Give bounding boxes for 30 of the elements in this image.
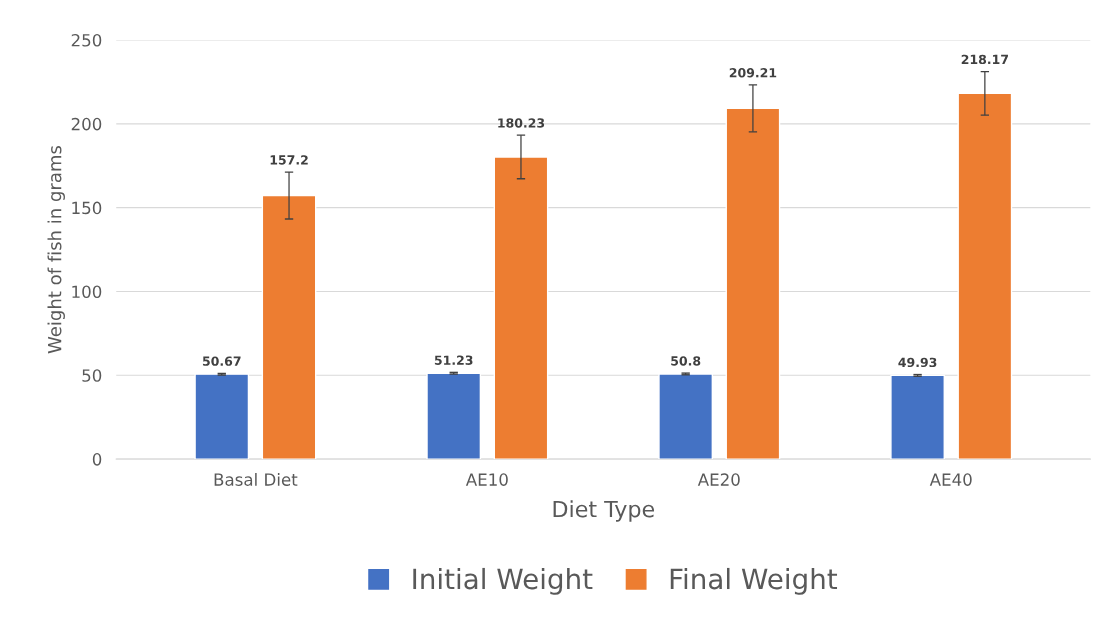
legend-label: Final Weight (670, 567, 838, 595)
bar (493, 156, 549, 460)
y-axis-title: Weight of fish in grams (47, 145, 65, 354)
y-tick-label: 50 (82, 369, 102, 382)
data-label: 209.21 (729, 68, 777, 78)
bar (426, 372, 482, 460)
data-label: 51.23 (434, 355, 473, 365)
x-tick-label: AE20 (697, 473, 740, 486)
bar (194, 373, 250, 460)
bar (890, 374, 945, 460)
data-label: 157.2 (270, 155, 308, 165)
data-label: 180.23 (498, 118, 545, 128)
y-tick-label: 150 (72, 201, 102, 215)
bar (725, 107, 781, 460)
data-label: 50.8 (671, 356, 701, 366)
bar (658, 373, 714, 460)
y-tick-label: 200 (71, 117, 102, 131)
data-label: 50.67 (202, 356, 241, 366)
bar (261, 194, 317, 460)
x-tick-label: AE40 (929, 473, 972, 486)
y-tick-label: 250 (71, 33, 102, 47)
legend-label: Initial Weight (413, 567, 593, 595)
bar (957, 92, 1013, 460)
x-tick-label: AE10 (465, 473, 508, 486)
x-tick-label: Basal Diet (214, 472, 298, 486)
data-label: 218.17 (961, 54, 1008, 65)
data-label: 49.93 (898, 357, 937, 368)
y-tick-label: 0 (92, 453, 102, 466)
x-axis-title: Diet Type (553, 500, 655, 522)
y-tick-label: 100 (72, 285, 102, 299)
